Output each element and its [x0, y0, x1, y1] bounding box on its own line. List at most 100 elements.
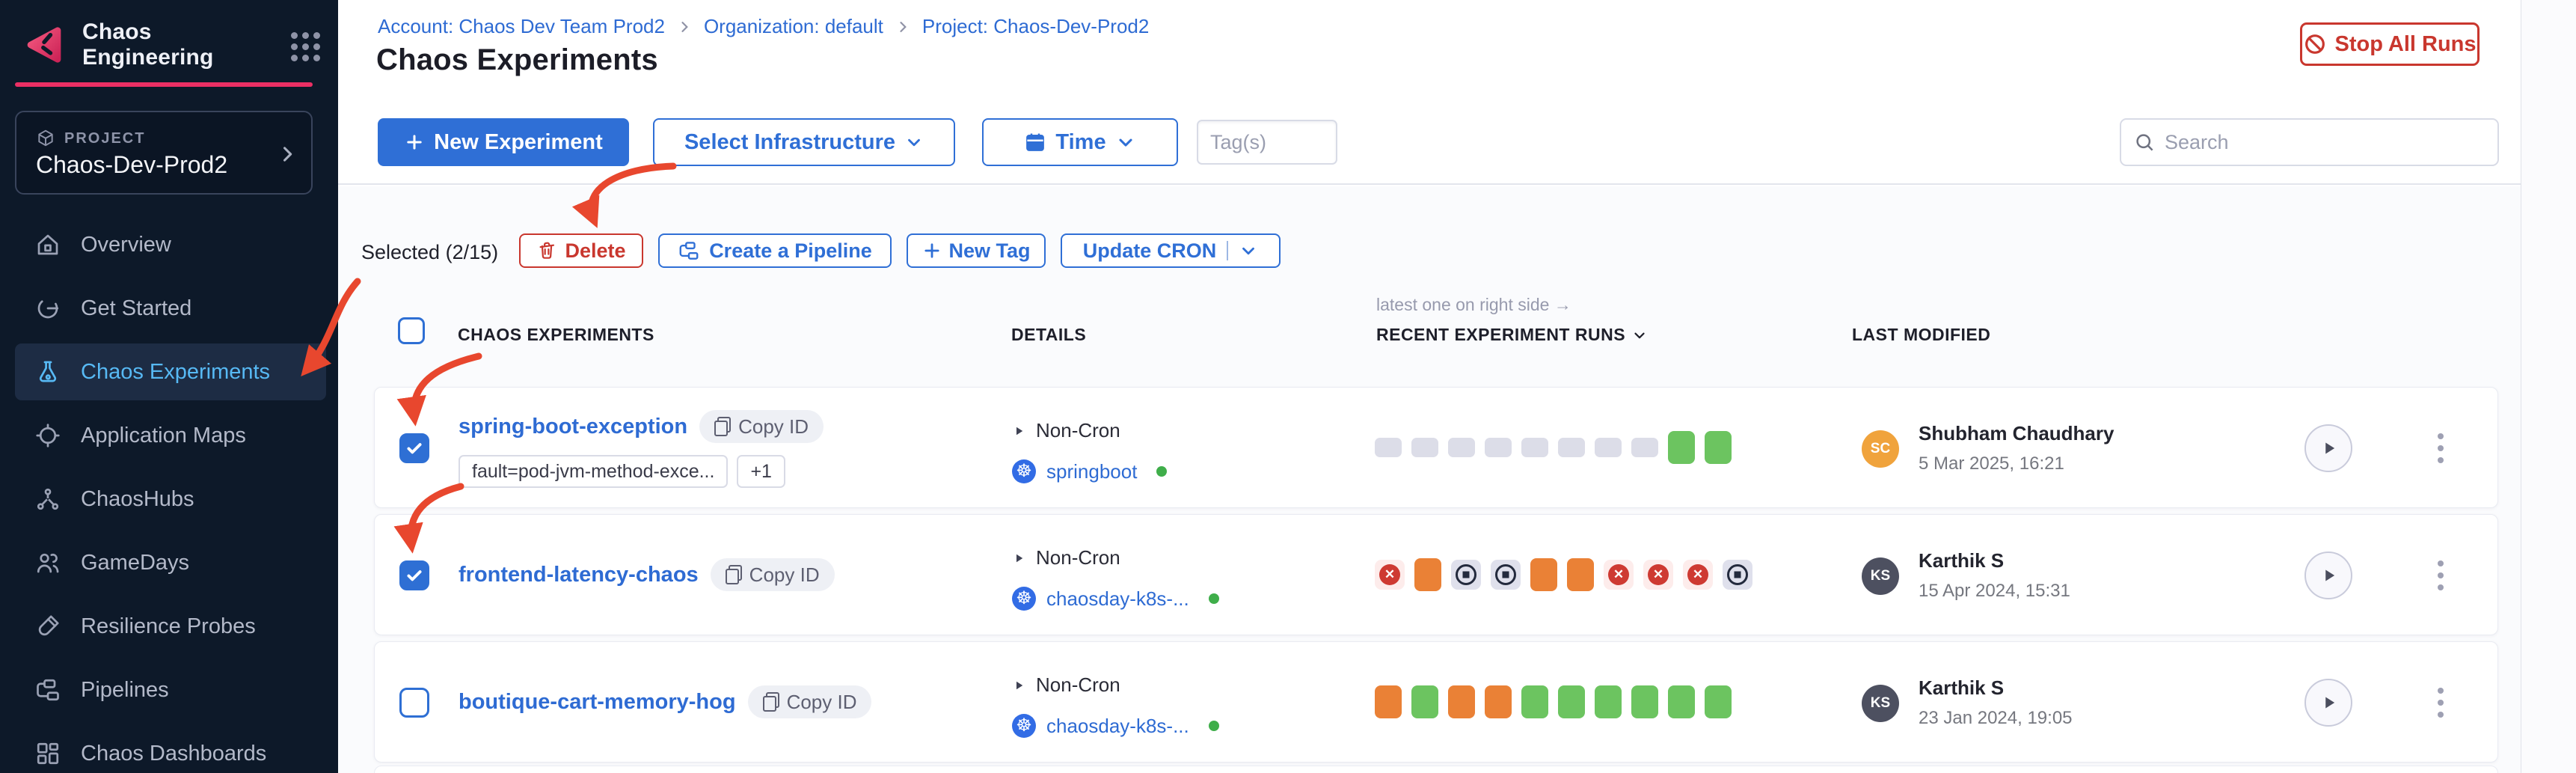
run-status-orange[interactable] [1485, 685, 1512, 718]
run-status-orange[interactable] [1414, 558, 1441, 591]
run-status-orange[interactable] [1567, 558, 1594, 591]
sidebar-nav: Overview Get Started Chaos Experiments A… [15, 216, 326, 773]
tags-filter-input[interactable] [1210, 130, 1324, 154]
run-status-empty[interactable] [1631, 438, 1658, 457]
run-status-orange[interactable] [1448, 685, 1475, 718]
stop-all-runs-button[interactable]: Stop All Runs [2300, 22, 2480, 66]
row-menu-kebab-icon[interactable] [2426, 684, 2456, 721]
run-status-empty[interactable] [1595, 438, 1622, 457]
copy-id-button[interactable]: Copy ID [710, 558, 835, 591]
run-status-failed[interactable] [1683, 560, 1713, 590]
modified-date: 23 Jan 2024, 19:05 [1919, 708, 2073, 728]
select-all-checkbox[interactable] [398, 317, 425, 344]
row-menu-kebab-icon[interactable] [2426, 430, 2456, 467]
breadcrumb-project-link[interactable]: Project: Chaos-Dev-Prod2 [921, 15, 1150, 37]
time-filter-dropdown[interactable]: Time [982, 118, 1178, 166]
time-filter-label: Time [1055, 129, 1106, 154]
row-menu-kebab-icon[interactable] [2426, 557, 2456, 594]
sidebar-item-gamedays[interactable]: GameDays [15, 534, 326, 591]
new-experiment-button[interactable]: New Experiment [378, 118, 629, 166]
breadcrumb-org-link[interactable]: Organization: default [703, 15, 883, 37]
run-status-empty[interactable] [1448, 438, 1475, 457]
sidebar-item-chaoshubs[interactable]: ChaosHubs [15, 471, 326, 528]
trash-icon [539, 242, 555, 259]
column-header-recent-runs-label: RECENT EXPERIMENT RUNS [1376, 325, 1626, 344]
update-cron-button[interactable]: Update CRON [1061, 233, 1281, 268]
run-status-stopped[interactable] [1451, 560, 1481, 590]
expand-triangle-icon[interactable] [1012, 679, 1025, 692]
scrollbar-track[interactable] [2521, 0, 2576, 773]
project-selector[interactable]: PROJECT Chaos-Dev-Prod2 [15, 111, 313, 195]
tag-more-chip[interactable]: +1 [737, 455, 785, 488]
expand-triangle-icon[interactable] [1012, 424, 1025, 438]
run-status-empty[interactable] [1411, 438, 1438, 457]
run-status-passed[interactable] [1631, 685, 1658, 718]
run-status-orange[interactable] [1375, 685, 1402, 718]
chevron-down-icon [1119, 138, 1132, 147]
expand-triangle-icon[interactable] [1012, 552, 1025, 565]
search-input[interactable] [2165, 130, 2485, 154]
run-status-failed[interactable] [1604, 560, 1634, 590]
create-pipeline-button[interactable]: Create a Pipeline [658, 233, 892, 268]
column-header-last-modified: LAST MODIFIED [1852, 325, 1991, 344]
breadcrumb-account-link[interactable]: Account: Chaos Dev Team Prod2 [378, 15, 665, 37]
select-infrastructure-dropdown[interactable]: Select Infrastructure [653, 118, 955, 166]
run-experiment-button[interactable] [2304, 424, 2352, 472]
play-icon [2325, 442, 2335, 454]
run-status-passed[interactable] [1521, 685, 1548, 718]
new-tag-button[interactable]: New Tag [907, 233, 1046, 268]
row-checkbox[interactable] [399, 688, 429, 718]
run-status-passed[interactable] [1595, 685, 1622, 718]
sidebar: Chaos Engineering PROJECT Chaos-Dev-Prod… [0, 0, 338, 773]
sidebar-item-chaos-dashboards[interactable]: Chaos Dashboards [15, 725, 326, 773]
run-status-passed[interactable] [1705, 685, 1732, 718]
copy-id-button[interactable]: Copy ID [747, 685, 872, 718]
row-checkbox[interactable] [399, 560, 429, 590]
run-status-failed[interactable] [1643, 560, 1673, 590]
sidebar-item-pipelines[interactable]: Pipelines [15, 662, 326, 718]
infrastructure-link[interactable]: chaosday-k8s-... [1046, 587, 1189, 610]
run-status-passed[interactable] [1668, 685, 1695, 718]
run-experiment-button[interactable] [2304, 552, 2352, 599]
copy-id-button[interactable]: Copy ID [699, 410, 824, 443]
page-title: Chaos Experiments [376, 43, 658, 76]
row-checkbox[interactable] [399, 433, 429, 463]
sidebar-item-overview[interactable]: Overview [15, 216, 326, 273]
module-title: Chaos Engineering [82, 19, 214, 70]
search-icon [2136, 134, 2153, 151]
sidebar-item-label: ChaosHubs [81, 486, 194, 511]
infrastructure-link[interactable]: springboot [1046, 459, 1138, 483]
kubernetes-icon [1012, 459, 1036, 483]
run-status-stopped[interactable] [1491, 560, 1521, 590]
chevron-down-icon [908, 138, 920, 147]
run-status-stopped[interactable] [1723, 560, 1752, 590]
run-status-passed[interactable] [1705, 431, 1732, 464]
run-status-orange[interactable] [1530, 558, 1557, 591]
recent-runs [1375, 431, 1732, 464]
run-status-passed[interactable] [1558, 685, 1585, 718]
sidebar-item-application-maps[interactable]: Application Maps [15, 407, 326, 464]
ban-icon [2305, 34, 2325, 54]
module-switcher-icon[interactable] [289, 30, 320, 61]
experiment-name-link[interactable]: frontend-latency-chaos [459, 562, 699, 587]
tag-chip[interactable]: fault=pod-jvm-method-exce... [459, 455, 729, 488]
play-icon [2325, 569, 2335, 581]
run-status-empty[interactable] [1485, 438, 1512, 457]
delete-button[interactable]: Delete [519, 233, 643, 268]
sidebar-item-get-started[interactable]: Get Started [15, 280, 326, 337]
run-status-passed[interactable] [1411, 685, 1438, 718]
experiment-name-link[interactable]: spring-boot-exception [459, 414, 688, 439]
run-status-passed[interactable] [1668, 431, 1695, 464]
run-status-empty[interactable] [1375, 438, 1402, 457]
infrastructure-link[interactable]: chaosday-k8s-... [1046, 714, 1189, 737]
experiment-name-link[interactable]: boutique-cart-memory-hog [459, 689, 736, 714]
brand-accent-line [15, 82, 313, 87]
sidebar-item-chaos-experiments[interactable]: Chaos Experiments [15, 343, 326, 400]
sidebar-item-resilience-probes[interactable]: Resilience Probes [15, 598, 326, 655]
run-status-empty[interactable] [1521, 438, 1548, 457]
copy-id-label: Copy ID [749, 563, 820, 586]
run-experiment-button[interactable] [2304, 679, 2352, 727]
run-status-empty[interactable] [1558, 438, 1585, 457]
run-status-failed[interactable] [1375, 560, 1405, 590]
column-header-recent-runs[interactable]: RECENT EXPERIMENT RUNS [1376, 325, 1648, 345]
